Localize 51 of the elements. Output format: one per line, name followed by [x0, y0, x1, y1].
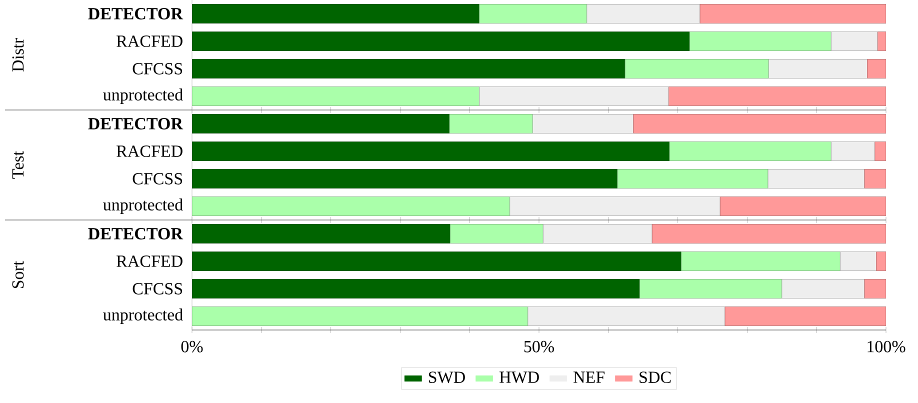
bar [867, 59, 886, 78]
bar [479, 86, 669, 106]
y-tick-label: unprotected [103, 88, 183, 104]
y-tick-label: RACFED [116, 256, 182, 267]
x-tick-label: 50% [524, 340, 554, 352]
bar [830, 142, 876, 161]
bar [449, 114, 533, 134]
legend-label: HWD [499, 372, 539, 384]
legend-label: SWD [428, 372, 465, 384]
bar [586, 4, 700, 24]
bar [633, 114, 886, 134]
y-tick-label: DETECTOR [88, 228, 184, 240]
bar [864, 169, 886, 188]
bar [639, 279, 782, 298]
bar [528, 306, 726, 326]
bar [617, 169, 768, 188]
y-tick-label: DETECTOR [88, 118, 184, 130]
legend-label: SDC [640, 372, 671, 384]
bar [689, 32, 832, 51]
bar [864, 279, 886, 298]
bar [877, 32, 886, 51]
y-tick-label: DETECTOR [88, 8, 184, 20]
y-axis-title: Distr [12, 38, 24, 72]
bar [681, 252, 840, 271]
y-tick-label: CFCSS [132, 173, 182, 184]
y-tick-label: CFCSS [132, 63, 182, 74]
y-tick-label: unprotected [103, 308, 183, 324]
y-tick-label: RACFED [116, 146, 182, 157]
bar [479, 4, 588, 24]
bar [510, 196, 720, 216]
bar [450, 224, 544, 244]
y-axis-title: Sort [12, 260, 24, 288]
bar [668, 86, 886, 106]
bar [876, 252, 886, 271]
x-tick-label: 0% [181, 340, 203, 352]
bar [669, 142, 832, 161]
bar [542, 224, 652, 244]
bar [532, 114, 634, 134]
y-axis-title: Test [12, 151, 24, 179]
bar [768, 169, 865, 188]
y-tick-label: unprotected [103, 198, 183, 214]
y-tick-label: CFCSS [132, 283, 182, 294]
y-tick-label: RACFED [116, 36, 182, 47]
bar [830, 32, 878, 51]
bar [782, 279, 865, 298]
bar [840, 252, 876, 271]
bar [624, 59, 769, 78]
bar [768, 59, 868, 78]
x-tick-label: 100% [868, 340, 906, 352]
legend-label: NEF [573, 372, 604, 383]
bar [874, 142, 886, 161]
